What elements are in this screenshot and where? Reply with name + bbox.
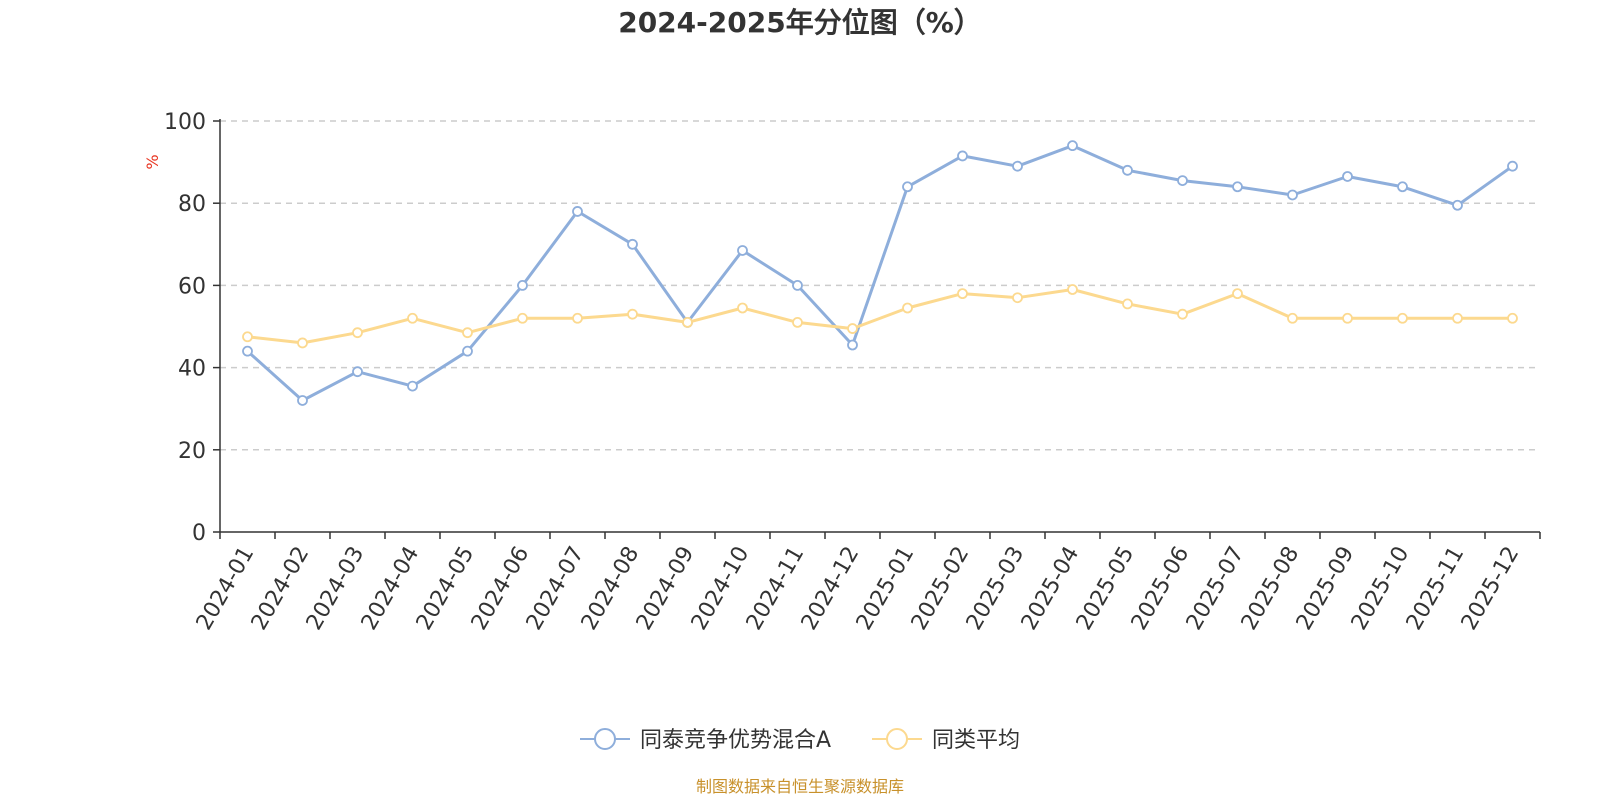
data-point xyxy=(1342,171,1353,182)
data-point xyxy=(242,345,253,357)
data-point xyxy=(352,327,363,339)
axes: 0204060801002024-012024-022024-032024-04… xyxy=(164,110,1541,634)
legend-label: 同泰竞争优势混合A xyxy=(640,728,831,753)
legend-marker xyxy=(594,728,616,750)
data-point xyxy=(1342,312,1353,324)
data-point xyxy=(1232,288,1243,300)
data-point xyxy=(1452,199,1463,211)
data-point xyxy=(1507,312,1518,324)
data-point xyxy=(902,181,913,193)
legend-item: 同泰竞争优势混合A xyxy=(580,728,831,753)
series-layer xyxy=(242,140,1518,406)
data-point xyxy=(462,345,473,357)
data-point xyxy=(1067,140,1078,152)
data-point xyxy=(1122,298,1133,310)
data-point xyxy=(1287,312,1298,324)
data-point xyxy=(352,366,363,378)
data-point xyxy=(792,279,803,291)
data-point xyxy=(902,302,913,314)
legend-label: 同类平均 xyxy=(932,728,1020,753)
data-point xyxy=(1232,181,1243,193)
y-tick-label: 0 xyxy=(192,521,206,546)
data-point xyxy=(1287,189,1298,201)
y-tick-label: 60 xyxy=(178,274,206,299)
source-note: 制图数据来自恒生聚源数据库 xyxy=(696,777,904,796)
data-point xyxy=(517,312,528,324)
data-point xyxy=(737,245,748,256)
data-point xyxy=(1452,312,1463,324)
data-point xyxy=(1397,312,1408,324)
chart-title: 2024-2025年分位图（%） xyxy=(618,6,982,39)
series-0 xyxy=(242,140,1518,406)
data-point xyxy=(682,316,693,328)
legend-item: 同类平均 xyxy=(872,728,1020,753)
data-point xyxy=(242,331,253,343)
legend: 同泰竞争优势混合A 同类平均 xyxy=(580,728,1020,753)
series-1 xyxy=(242,284,1518,349)
data-point xyxy=(957,150,968,162)
data-point xyxy=(1012,292,1023,304)
grid-lines xyxy=(220,120,1540,451)
data-point xyxy=(627,238,638,250)
data-point xyxy=(297,395,308,406)
data-point xyxy=(462,327,473,339)
series-line xyxy=(246,144,1514,402)
data-point xyxy=(847,339,858,351)
data-point xyxy=(1122,164,1133,176)
data-point xyxy=(1177,308,1188,320)
data-point xyxy=(737,302,748,314)
data-point xyxy=(1397,181,1408,193)
data-point xyxy=(572,206,583,217)
series-line xyxy=(247,288,1513,345)
y-tick-label: 20 xyxy=(178,439,206,464)
y-axis-label: % xyxy=(143,154,162,169)
data-point xyxy=(407,312,418,324)
data-point xyxy=(1012,160,1023,172)
data-point xyxy=(792,316,803,328)
data-point xyxy=(847,323,858,334)
y-tick-label: 40 xyxy=(178,357,206,382)
data-point xyxy=(517,279,528,291)
y-tick-label: 100 xyxy=(164,110,206,135)
data-point xyxy=(572,312,583,324)
data-point xyxy=(957,288,968,300)
y-tick-label: 80 xyxy=(178,192,206,217)
data-point xyxy=(1067,284,1078,295)
data-point xyxy=(407,380,418,392)
data-point xyxy=(1507,160,1518,172)
data-point xyxy=(627,308,638,320)
data-point xyxy=(297,337,308,349)
data-point xyxy=(1177,175,1188,186)
legend-marker xyxy=(886,728,908,750)
